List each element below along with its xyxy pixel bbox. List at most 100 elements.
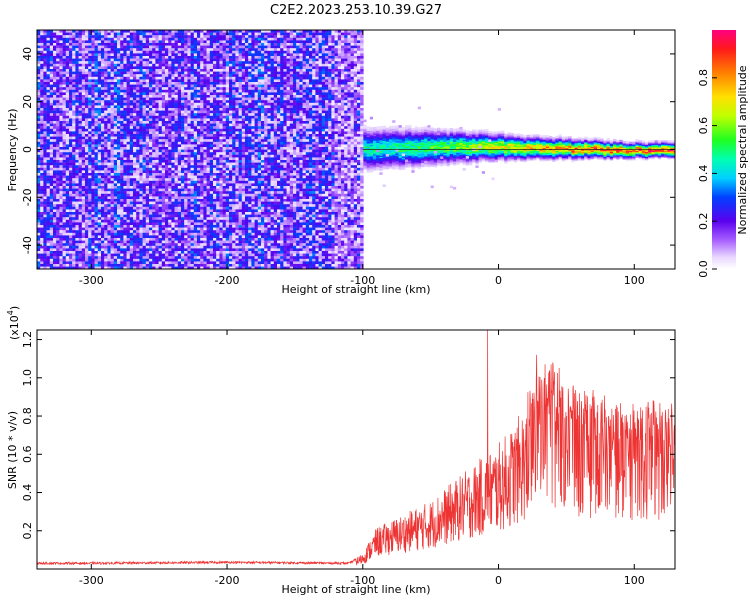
- spectrogram-cell: [145, 248, 150, 252]
- spectrogram-cell: [37, 253, 41, 257]
- spectrogram-cell: [165, 225, 169, 228]
- spectrogram-cell: [123, 209, 127, 213]
- spectrogram-cell: [149, 149, 153, 153]
- spectrogram-cell: [37, 45, 41, 49]
- spectrogram-cell: [85, 154, 89, 158]
- spectrogram-cell: [113, 108, 118, 111]
- spectrogram-cell: [165, 30, 169, 33]
- spectrogram-cell: [139, 32, 143, 36]
- spectrogram-cell: [126, 240, 130, 244]
- spectrogram-cell: [203, 110, 207, 114]
- spectrogram-cell: [200, 53, 204, 57]
- spectrogram-cell: [107, 97, 111, 101]
- spectrogram-cell: [171, 264, 175, 267]
- spectrogram-cell: [81, 248, 86, 252]
- spectrogram-cell: [145, 115, 150, 119]
- spectrogram-cell: [107, 71, 111, 75]
- spectrogram-cell: [200, 261, 204, 265]
- spectrogram-cell: [53, 35, 57, 38]
- spectrogram-cell: [81, 191, 86, 194]
- spectrogram-cell: [187, 157, 191, 161]
- spectrogram-cell: [158, 131, 162, 135]
- spectrogram-cell: [81, 154, 86, 158]
- spectrogram-cell: [181, 199, 185, 202]
- spectrogram-cell: [43, 92, 47, 96]
- spectrogram-cell: [104, 193, 108, 197]
- spectrogram-cell: [197, 43, 201, 46]
- spectrogram-cell: [129, 61, 134, 64]
- spectrogram-cell: [152, 97, 156, 101]
- spectrogram-cell: [88, 66, 92, 70]
- spectrogram-cell: [43, 100, 47, 103]
- spectrogram-cell: [193, 193, 198, 197]
- spectrogram-cell: [120, 115, 124, 119]
- spectrogram-cell: [78, 222, 82, 226]
- spectrogram-cell: [53, 175, 57, 179]
- spectrogram-cell: [91, 79, 95, 83]
- spectrogram-cell: [136, 175, 140, 179]
- spectrogram-cell: [200, 69, 204, 72]
- spectrogram-cell: [139, 61, 143, 64]
- spectrogram-cell: [94, 35, 98, 38]
- spectrogram-cell: [104, 141, 108, 145]
- spectrogram-cell: [133, 108, 137, 111]
- spectrogram-cell: [117, 84, 121, 88]
- spectrogram-cell: [117, 199, 121, 202]
- spectrogram-cell: [133, 222, 137, 226]
- spectrogram-cell: [133, 206, 137, 210]
- spectrogram-cell: [181, 186, 185, 189]
- spectrogram-cell: [56, 100, 60, 103]
- spectrogram-cell: [72, 243, 76, 246]
- spectrogram-cell: [62, 76, 66, 80]
- spectrogram-cell: [75, 48, 79, 51]
- spectrogram-cell: [107, 240, 111, 244]
- spectrogram-cell: [62, 134, 66, 137]
- spectrogram-cell: [190, 251, 194, 254]
- spectrogram-cell: [110, 115, 114, 119]
- spectrogram-cell: [94, 108, 98, 111]
- spectrogram-cell: [190, 63, 194, 67]
- spectrogram-cell: [145, 160, 150, 163]
- spectrogram-cell: [155, 76, 159, 80]
- spectrogram-cell: [62, 167, 66, 171]
- spectrogram-cell: [136, 183, 140, 187]
- spectrogram-cell: [184, 115, 188, 119]
- spectrogram-cell: [200, 63, 204, 67]
- spectrogram-cell: [62, 253, 66, 257]
- spectrogram-cell: [97, 154, 102, 158]
- spectrogram-cell: [62, 32, 66, 36]
- spectrogram-cell: [200, 32, 204, 36]
- spectrogram-cell: [181, 100, 185, 103]
- spectrogram-cell: [133, 97, 137, 101]
- spectrogram-cell: [94, 63, 98, 67]
- spectrogram-cell: [94, 139, 98, 142]
- spectrogram-cell: [104, 149, 108, 153]
- spectrogram-cell: [49, 97, 54, 101]
- spectrogram-cell: [193, 235, 198, 239]
- spectrogram-cell: [139, 82, 143, 85]
- spectrogram-cell: [104, 134, 108, 137]
- spectrogram-cell: [200, 139, 204, 142]
- spectrogram-cell: [72, 32, 76, 36]
- spectrogram-cell: [110, 245, 114, 249]
- spectrogram-cell: [85, 45, 89, 49]
- spectrogram-cell: [149, 188, 153, 192]
- spectrogram-cell: [40, 193, 44, 197]
- spectrogram-cell: [53, 87, 57, 90]
- spectrogram-cell: [197, 115, 201, 119]
- spectrogram-cell: [104, 32, 108, 36]
- spectrogram-cell: [97, 232, 102, 236]
- spectrogram-cell: [75, 186, 79, 189]
- spectrogram-cell: [139, 206, 143, 210]
- spectrogram-cell: [65, 219, 70, 223]
- spectrogram-cell: [78, 243, 82, 246]
- spectrogram-cell: [206, 89, 210, 93]
- spectrogram-cell: [155, 219, 159, 223]
- spectrogram-cell: [158, 165, 162, 168]
- spectrogram-cell: [161, 45, 166, 49]
- spectrogram-cell: [107, 214, 111, 218]
- spectrogram-cell: [123, 40, 127, 44]
- spectrogram-cell: [37, 232, 41, 236]
- spectrogram-cell: [85, 170, 89, 174]
- spectrogram-cell: [203, 256, 207, 259]
